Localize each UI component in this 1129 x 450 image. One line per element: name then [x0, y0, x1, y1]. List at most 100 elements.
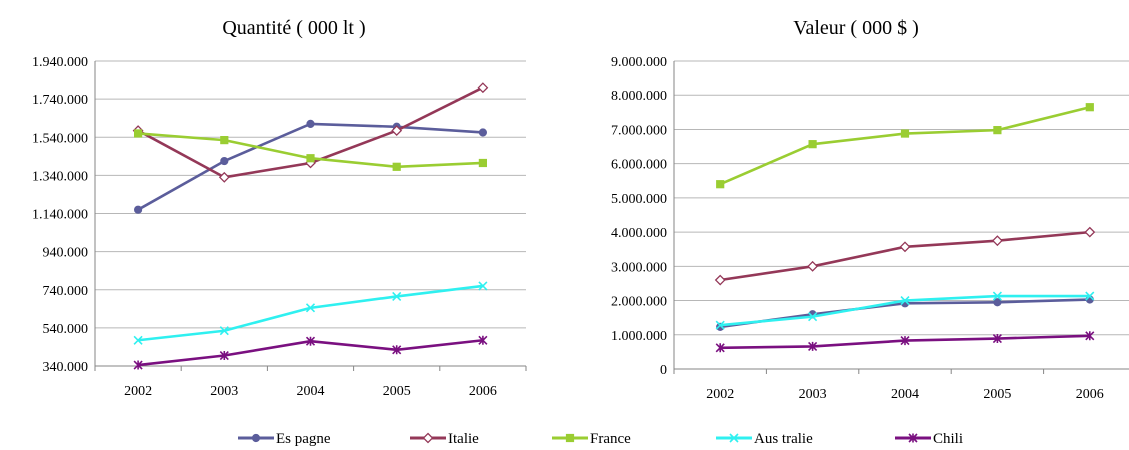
- x-tick-label: 2005: [983, 387, 1011, 402]
- data-point: [808, 341, 818, 351]
- y-tick-label: 7.000.000: [611, 123, 667, 138]
- series-espagne: [134, 119, 487, 214]
- series-chili: [133, 335, 488, 370]
- y-tick-label: 5.000.000: [611, 192, 667, 207]
- y-tick-label: 8.000.000: [611, 89, 667, 104]
- data-point: [477, 82, 489, 94]
- data-point: [900, 336, 910, 346]
- series-france: [134, 129, 487, 171]
- data-point: [392, 291, 402, 301]
- legend-marker: [565, 433, 575, 443]
- x-tick-label: 2004: [891, 387, 919, 402]
- data-point: [900, 129, 910, 138]
- data-point: [899, 241, 911, 253]
- legend-marker: [422, 432, 434, 444]
- series-line: [720, 230, 1090, 282]
- data-point: [306, 119, 315, 129]
- x-tick-label: 2006: [1076, 387, 1104, 402]
- data-point: [1084, 226, 1096, 238]
- data-point: [900, 295, 910, 306]
- chart-title: Valeur ( 000 $ ): [793, 17, 919, 39]
- data-point: [219, 350, 229, 361]
- data-point: [714, 274, 726, 286]
- series-france: [716, 103, 1094, 189]
- y-tick-label: 1.140.000: [32, 208, 88, 223]
- y-tick-label: 2.000.000: [611, 295, 667, 310]
- data-point: [993, 126, 1002, 135]
- y-tick-label: 1.340.000: [32, 169, 88, 184]
- y-tick-label: 1.540.000: [32, 131, 88, 146]
- data-point: [392, 162, 401, 171]
- x-tick-label: 2005: [383, 384, 411, 399]
- data-point: [992, 333, 1002, 344]
- series-chili: [715, 331, 1095, 353]
- chart-title: Quantité ( 000 lt ): [222, 17, 365, 39]
- x-tick-label: 2003: [799, 387, 827, 402]
- x-tick-label: 2004: [297, 384, 325, 399]
- data-point: [993, 298, 1002, 307]
- data-point: [478, 281, 488, 291]
- data-point: [134, 129, 143, 138]
- data-point: [478, 128, 487, 137]
- data-point: [478, 335, 488, 345]
- y-tick-label: 940.000: [43, 246, 89, 261]
- series-italie: [132, 82, 489, 183]
- y-tick-label: 9.000.000: [611, 55, 667, 70]
- y-tick-label: 0: [660, 363, 667, 378]
- legend-marker: [729, 433, 739, 443]
- data-point: [220, 136, 229, 145]
- series-line: [719, 105, 1091, 186]
- legend-label: Es pagne: [276, 431, 331, 447]
- chart-valeur: Valeur ( 000 $ ) 0 1.000.000 2.000.000 3.00…: [611, 17, 1129, 402]
- data-point: [219, 326, 229, 336]
- chart-quantite: Quantité ( 000 lt ) 340.000 540.000 740.00…: [32, 17, 527, 399]
- series-line: [137, 284, 484, 342]
- data-point: [392, 345, 402, 355]
- y-tick-label: 540.000: [43, 322, 89, 337]
- y-tick-label: 340.000: [43, 360, 89, 375]
- y-tick-label: 6.000.000: [611, 158, 667, 173]
- legend-item-chili: Chili: [895, 431, 963, 447]
- x-tick-label: 2002: [124, 384, 152, 399]
- legend-marker: [251, 433, 261, 443]
- legend-item-france: France: [552, 431, 631, 447]
- y-tick-label: 1.940.000: [32, 55, 88, 70]
- data-point: [808, 140, 817, 149]
- data-point: [1085, 331, 1095, 341]
- data-point: [992, 291, 1002, 301]
- legend-label: Aus tralie: [754, 431, 813, 447]
- data-point: [220, 156, 229, 166]
- data-point: [1085, 291, 1095, 301]
- data-point: [807, 260, 819, 272]
- data-point: [391, 125, 403, 136]
- legend-label: France: [590, 431, 631, 447]
- data-point: [305, 336, 316, 346]
- legend-label: Italie: [448, 431, 479, 447]
- x-tick-label: 2006: [469, 384, 497, 399]
- legend-item-italie: Italie: [410, 431, 479, 447]
- data-point: [715, 343, 725, 353]
- data-point: [134, 205, 143, 214]
- legend-label: Chili: [933, 431, 963, 447]
- x-tick-label: 2002: [706, 387, 734, 402]
- y-tick-label: 4.000.000: [611, 226, 667, 241]
- data-point: [133, 360, 143, 370]
- data-point: [478, 158, 487, 168]
- data-point: [133, 335, 143, 345]
- series-australie: [715, 291, 1095, 330]
- legend-marker: [908, 433, 918, 443]
- y-tick-label: 740.000: [43, 284, 89, 299]
- legend-item-espagne: Es pagne: [238, 431, 331, 447]
- y-tick-label: 1.740.000: [32, 93, 88, 108]
- data-point: [1085, 103, 1094, 112]
- data-point: [305, 303, 316, 313]
- data-point: [991, 235, 1003, 247]
- y-tick-label: 1.000.000: [611, 329, 667, 344]
- legend: Es pagne Italie France Aus tralie Chili: [238, 431, 963, 447]
- data-point: [716, 180, 725, 189]
- data-point: [306, 154, 315, 163]
- y-tick-label: 3.000.000: [611, 260, 667, 275]
- data-point: [808, 312, 818, 322]
- data-point: [715, 320, 725, 330]
